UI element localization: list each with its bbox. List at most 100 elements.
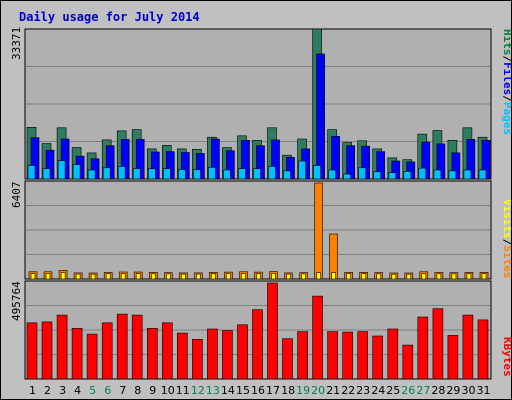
x-tick-label: 31 <box>477 384 491 397</box>
x-tick-label: 6 <box>104 384 111 397</box>
hits-pages-bar <box>403 171 412 180</box>
hits-pages-bar <box>298 160 306 180</box>
kbytes-kbytes-bar <box>447 335 459 380</box>
kbytes-ymax-label: 495764 <box>10 281 23 321</box>
hits-pages-bar <box>27 165 36 180</box>
visits-sites-bar <box>271 273 276 280</box>
x-tick-label: 16 <box>251 384 265 397</box>
kbytes-kbytes-bar <box>177 332 188 380</box>
kbytes-kbytes-bar <box>116 313 128 380</box>
x-tick-label: 11 <box>176 384 190 397</box>
kbytes-kbytes-bar <box>192 338 203 380</box>
visits-sites-bar <box>286 273 291 280</box>
hits-pages-bar <box>87 169 96 180</box>
x-tick-label: 2 <box>44 384 51 397</box>
legend-hits-sep-2: / <box>501 95 511 102</box>
visits-sites-bar <box>45 272 51 280</box>
kbytes-kbytes-bar <box>41 321 53 380</box>
kbytes-kbytes-bar <box>282 338 293 380</box>
x-tick-label: 19 <box>296 384 310 397</box>
x-tick-label: 13 <box>206 384 220 397</box>
visits-sites-bar <box>151 273 156 280</box>
x-tick-label: 29 <box>446 384 460 397</box>
hits-pages-bar <box>102 167 111 180</box>
x-tick-label: 15 <box>236 384 250 397</box>
x-tick-label: 18 <box>281 384 295 397</box>
hits-pages-bar <box>328 169 336 180</box>
visits-sites-bar <box>391 273 397 280</box>
hits-pages-bar <box>238 168 246 180</box>
visits-sites-bar <box>135 273 141 280</box>
hits-pages-bar <box>313 165 321 180</box>
hits-pages-bar <box>148 168 156 180</box>
legend-visits-label: Visits <box>501 199 511 239</box>
kbytes-kbytes-bar <box>417 316 429 380</box>
kbytes-kbytes-bar <box>432 308 444 380</box>
visits-sites-bar <box>346 273 352 280</box>
x-tick-label: 20 <box>311 384 325 397</box>
visits-sites-bar <box>451 273 457 280</box>
kbytes-kbytes-bar <box>462 314 474 380</box>
legend-sites-label: Sites <box>501 245 511 278</box>
hits-pages-bar <box>178 169 186 180</box>
x-tick-label: 17 <box>266 384 280 397</box>
x-tick-label: 1 <box>29 384 36 397</box>
hits-ymax-label: 33371 <box>10 27 23 60</box>
legend-hits-label: Hits <box>501 29 511 56</box>
kbytes-kbytes-bar <box>56 314 68 380</box>
visits-ymax-label: 6407 <box>10 182 23 209</box>
hits-pages-bar <box>72 164 81 180</box>
x-tick-label: 30 <box>462 384 476 397</box>
x-tick-label: 26 <box>401 384 415 397</box>
kbytes-kbytes-bar <box>267 282 278 380</box>
x-tick-label: 10 <box>161 384 175 397</box>
visits-sites-bar <box>406 273 412 280</box>
kbytes-kbytes-bar <box>372 335 384 380</box>
kbytes-legend: KBytes <box>501 337 511 377</box>
kbytes-kbytes-bar <box>26 322 38 380</box>
x-tick-label: 24 <box>371 384 385 397</box>
hits-pages-bar <box>478 169 487 180</box>
kbytes-kbytes-bar <box>101 322 113 380</box>
visits-sites-bar <box>241 273 246 280</box>
x-tick-label: 3 <box>59 384 66 397</box>
visits-sites-bar <box>30 273 36 280</box>
legend-kbytes-label: KBytes <box>501 337 511 377</box>
visits-sites-bar <box>196 273 201 280</box>
hits-pages-bar <box>223 169 231 180</box>
visits-sites-bar <box>105 273 111 280</box>
visits-sites-bar <box>436 273 442 280</box>
kbytes-kbytes-bar <box>162 322 173 380</box>
hits-pages-bar <box>163 168 171 180</box>
kbytes-kbytes-bar <box>147 327 158 380</box>
visits-sites-bar <box>466 273 472 280</box>
x-tick-label: 5 <box>89 384 96 397</box>
visits-sites-bar <box>301 273 306 280</box>
legend-hits-sep-1: / <box>501 56 511 63</box>
legend-visits-sep: / <box>501 239 511 246</box>
hits-pages-bar <box>42 168 51 180</box>
visits-sites-bar <box>166 273 171 280</box>
x-tick-label: 23 <box>356 384 370 397</box>
x-tick-label: 21 <box>326 384 340 397</box>
x-tick-label: 27 <box>416 384 430 397</box>
visits-sites-bar <box>211 273 216 280</box>
visits-sites-bar <box>421 273 427 280</box>
hits-pages-bar <box>253 168 261 180</box>
hits-pages-bar <box>208 167 216 180</box>
visits-visits-bar <box>314 182 323 280</box>
hits-pages-bar <box>132 168 141 180</box>
hits-files-bar <box>316 53 325 180</box>
hits-pages-bar <box>463 169 472 180</box>
hits-legend: Hits/Files/Pages <box>501 29 511 135</box>
kbytes-kbytes-bar <box>237 324 248 380</box>
x-tick-label: 28 <box>431 384 445 397</box>
visits-sites-bar <box>120 273 126 280</box>
visits-sites-bar <box>60 272 66 280</box>
visits-sites-bar <box>75 273 81 280</box>
x-tick-label: 25 <box>386 384 400 397</box>
kbytes-kbytes-bar <box>86 333 98 380</box>
hits-pages-bar <box>268 166 276 180</box>
hits-pages-bar <box>448 170 457 180</box>
